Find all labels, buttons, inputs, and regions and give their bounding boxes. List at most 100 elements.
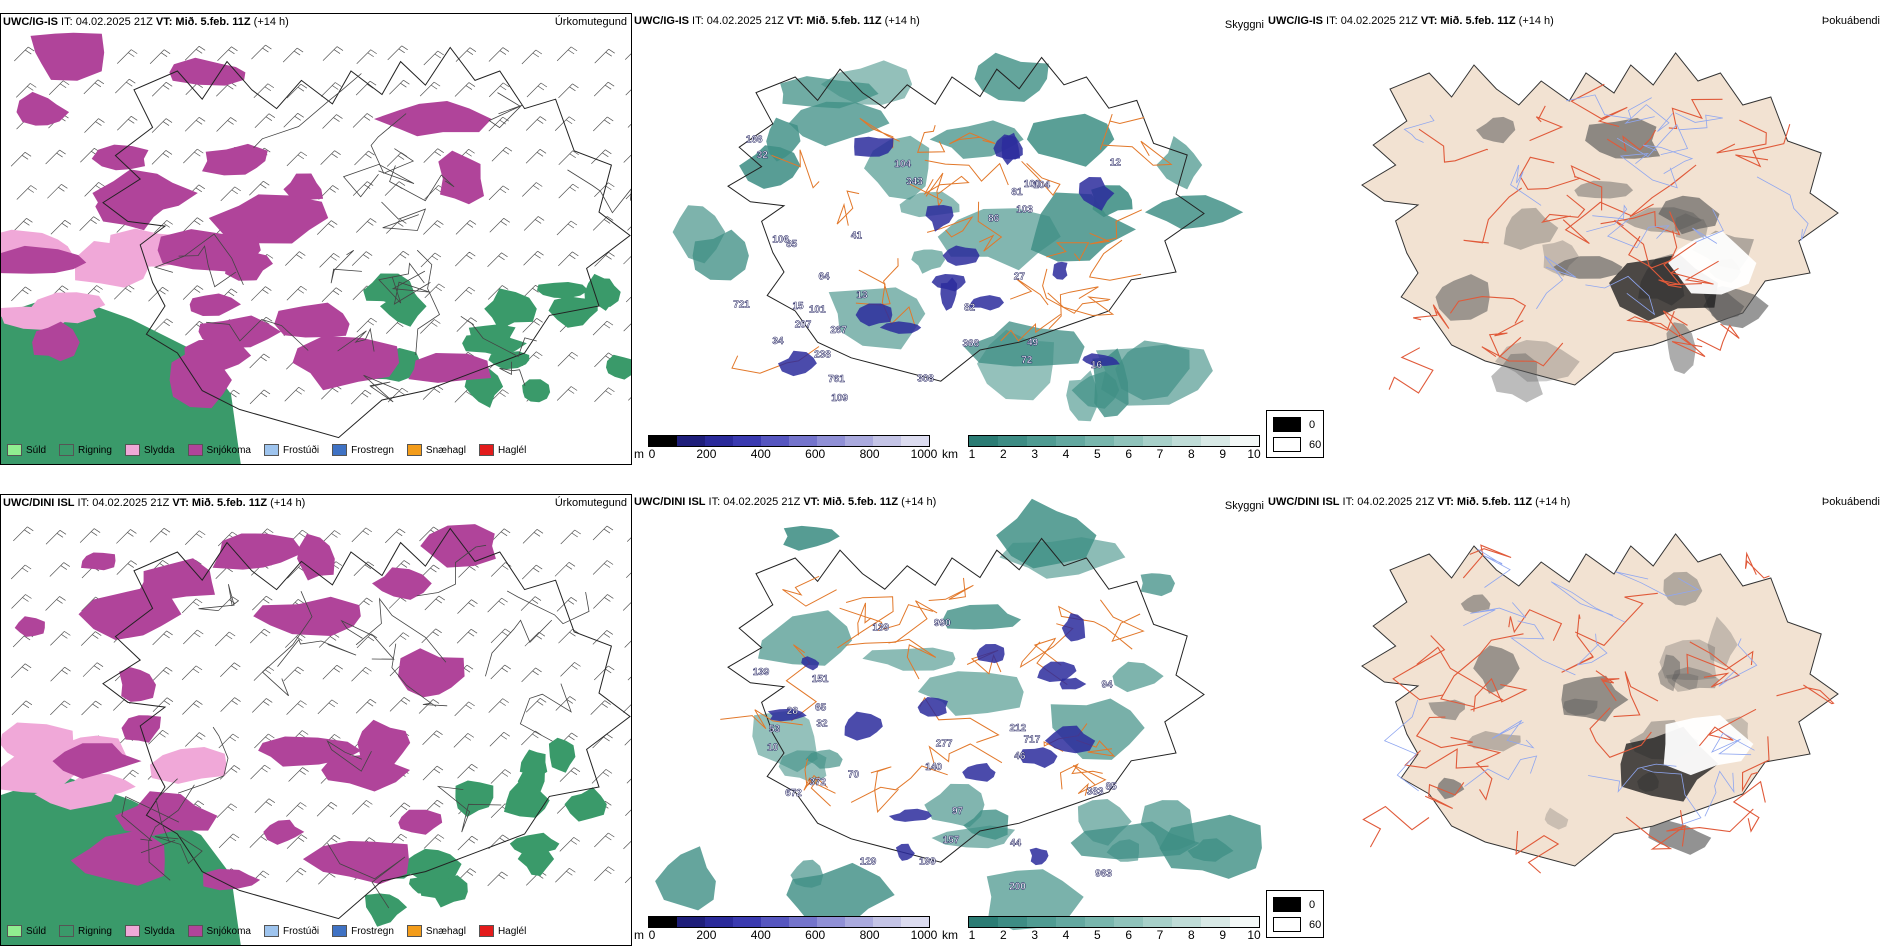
colorbar-bin	[705, 436, 733, 446]
legend-label: Slydda	[143, 925, 175, 937]
colorbar-bin	[1027, 436, 1056, 446]
legend-swatch	[7, 925, 22, 937]
ceiling-label: 65	[815, 702, 827, 713]
visibility-colorbar: km 1 2 3 4 5 6 7 8 9 10	[942, 435, 1262, 463]
colorbar-bin	[1201, 436, 1230, 446]
colorbar-bin	[649, 436, 677, 446]
fog-legend: 0 60	[1266, 890, 1324, 938]
colorbar-tick: 400	[750, 928, 771, 942]
panel-name: Skyggni	[1224, 19, 1264, 31]
legend-item: Haglél	[478, 444, 527, 456]
legend-swatch	[478, 925, 494, 937]
legend-label: Haglél	[497, 444, 527, 456]
ceiling-label: 721	[733, 299, 750, 310]
colorbar-tick: 3	[1031, 928, 1038, 942]
colorbar-bin	[998, 436, 1027, 446]
colorbar-tick: 600	[805, 928, 826, 942]
legend-label: Frostúði	[282, 444, 320, 456]
fog-legend-row: 60	[1273, 917, 1321, 932]
ceiling-label: 139	[753, 667, 770, 678]
colorbar-strip	[648, 916, 930, 928]
colorbar-tick: 9	[1219, 928, 1226, 942]
precip-legend: Súld Rigning Slydda Snjókoma Frostúði Frostre…	[7, 925, 526, 937]
ceiling-label: 85	[1106, 782, 1118, 793]
panel-name: Þokuábendi	[1821, 15, 1880, 27]
fog-legend-swatch	[1273, 897, 1301, 912]
fog-map	[1361, 533, 1839, 874]
ceiling-label: 104	[894, 159, 911, 170]
ceiling-label: 15	[793, 301, 805, 312]
colorbar-bin	[733, 436, 761, 446]
ceiling-label: 238	[814, 350, 831, 361]
colorbar-tick: 9	[1219, 447, 1226, 461]
panel-name: Úrkomutegund	[554, 16, 627, 28]
ceiling-label: 372	[809, 777, 826, 788]
colorbar-tick: 200	[696, 928, 717, 942]
colorbar-tick: 800	[859, 928, 880, 942]
colorbar-tick: 6	[1125, 447, 1132, 461]
legend-item: Slydda	[124, 925, 175, 937]
visibility-panel-dini: UWC/DINI ISL IT: 04.02.2025 21Z VT: Mið.…	[632, 494, 1266, 946]
ceiling-label: 207	[795, 320, 812, 331]
colorbar-unit: km	[942, 928, 958, 942]
ceiling-label: 106	[772, 235, 789, 246]
ceiling-label: 101	[809, 304, 826, 315]
legend-label: Snjókoma	[206, 925, 251, 937]
panel-title: UWC/IG-IS IT: 04.02.2025 21Z VT: Mið. 5.…	[634, 15, 920, 27]
ceiling-label: 343	[906, 177, 923, 188]
legend-item: Slydda	[124, 444, 175, 456]
fog-legend-swatch	[1273, 437, 1301, 452]
colorbar-strip	[968, 916, 1260, 928]
fog-index-panel-ig: UWC/IG-IS IT: 04.02.2025 21Z VT: Mið. 5.…	[1266, 13, 1900, 465]
colorbar-tick: 0	[648, 928, 656, 942]
colorbar-bin	[969, 917, 998, 927]
ceiling-label: 103	[1016, 204, 1033, 215]
legend-item: Snjókoma	[187, 444, 251, 456]
ceiling-label: 41	[851, 231, 863, 242]
fog-legend: 0 60	[1266, 410, 1324, 458]
legend-swatch	[332, 925, 348, 937]
legend-item: Frostregn	[332, 925, 394, 937]
ceiling-label: 166	[746, 135, 763, 146]
colorbar-tick: 1	[968, 928, 976, 942]
colorbar-bin	[1085, 917, 1114, 927]
fog-legend-label: 60	[1309, 438, 1322, 451]
legend-swatch	[59, 925, 75, 937]
ceiling-label: 761	[828, 374, 845, 385]
ceiling-label: 44	[1010, 838, 1022, 849]
colorbar-bin	[1027, 917, 1056, 927]
fog-legend-label: 60	[1309, 918, 1322, 931]
ceiling-label: 212	[1010, 723, 1027, 734]
ceiling-label: 672	[785, 788, 802, 799]
colorbar-bin	[873, 917, 901, 927]
ceiling-label: 151	[812, 674, 829, 685]
colorbar-bin	[789, 917, 817, 927]
colorbar-bin	[901, 917, 929, 927]
ceiling-label: 129	[860, 857, 877, 868]
legend-swatch	[59, 444, 75, 456]
ceiling-label: 32	[816, 719, 828, 730]
legend-swatch	[406, 444, 422, 456]
colorbar-tick: 5	[1093, 447, 1101, 461]
ceiling-label: 49	[1027, 337, 1039, 348]
legend-item: Frostúði	[263, 444, 320, 456]
legend-label: Rigning	[78, 925, 112, 937]
legend-label: Frostúði	[282, 925, 320, 937]
legend-item: Súld	[7, 444, 46, 456]
legend-label: Frostregn	[351, 444, 394, 456]
precip-legend: Súld Rigning Slydda Snjókoma Frostúði Frostre…	[7, 444, 526, 456]
panel-title: UWC/DINI ISL IT: 04.02.2025 21Z VT: Mið.…	[1268, 496, 1571, 508]
colorbar-bin	[998, 917, 1027, 927]
colorbar-unit: km	[942, 447, 958, 461]
fog-legend-row: 0	[1273, 417, 1315, 432]
legend-label: Súld	[26, 444, 47, 456]
legend-item: Súld	[7, 925, 46, 937]
ceiling-label: 16	[1091, 360, 1103, 371]
legend-swatch	[406, 925, 422, 937]
colorbar-tick: 3	[1031, 447, 1038, 461]
colorbar-bin	[733, 917, 761, 927]
colorbar-bin	[705, 917, 733, 927]
ceiling-label: 717	[1024, 734, 1041, 745]
colorbar-tick: 4	[1062, 928, 1070, 942]
